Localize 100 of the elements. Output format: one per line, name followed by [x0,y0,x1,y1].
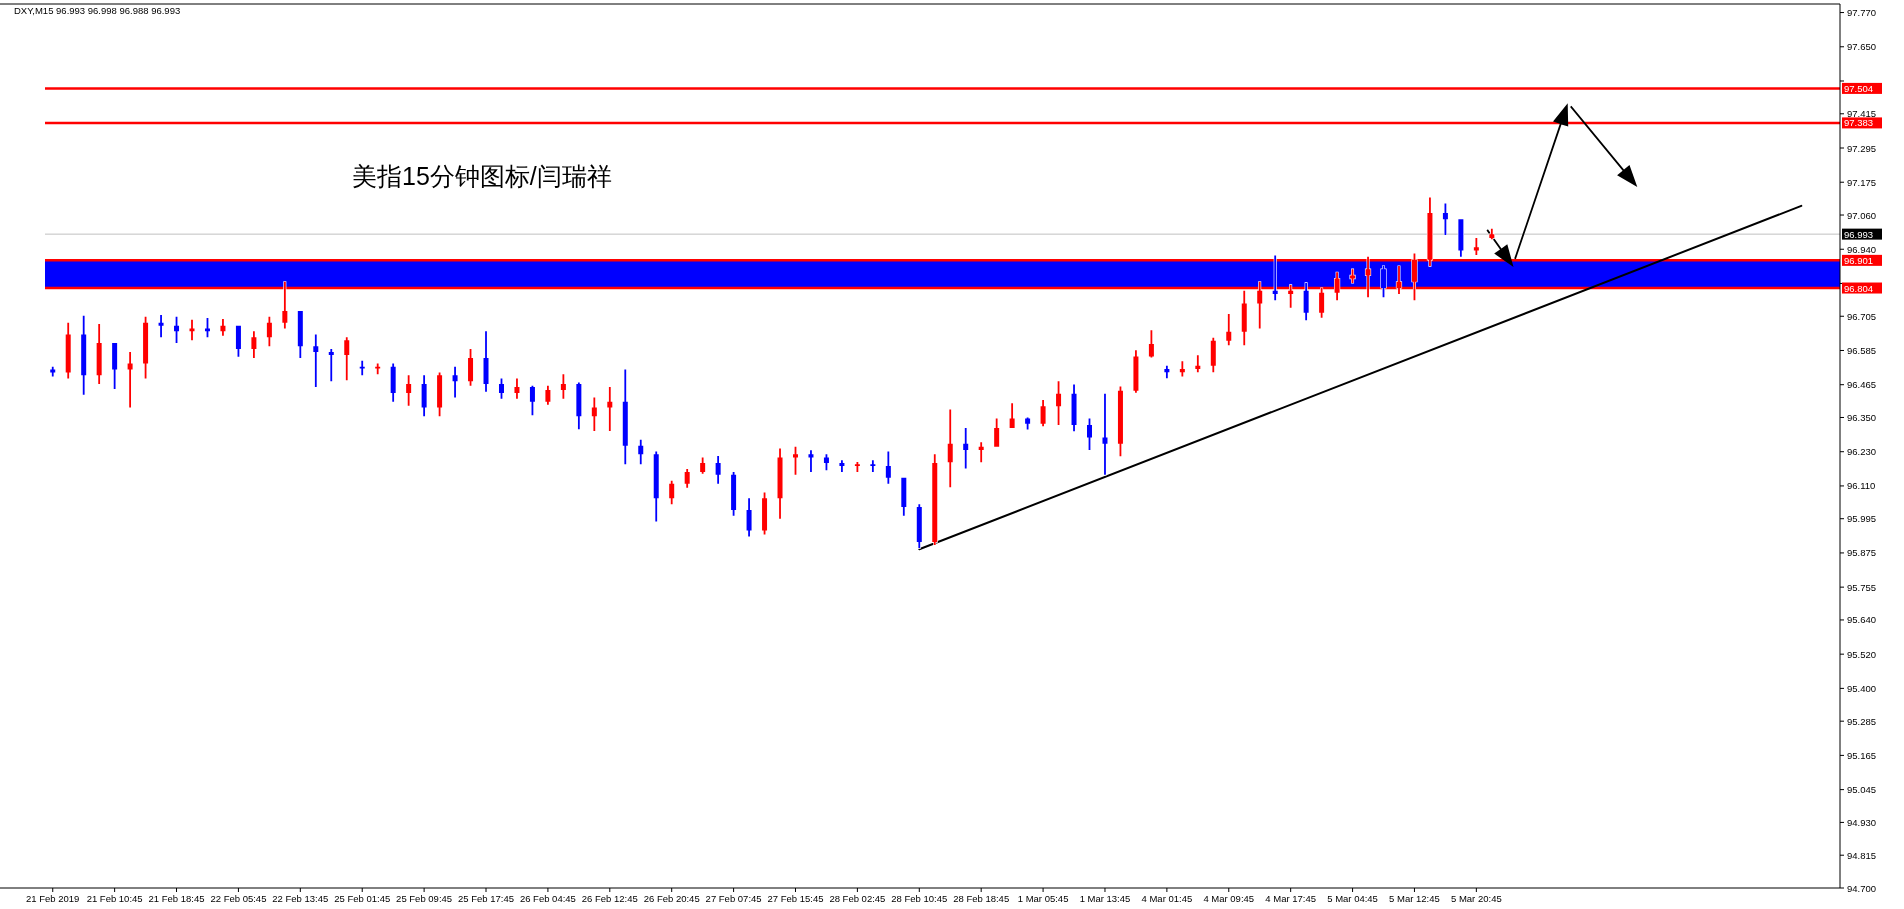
y-tick-label: 97.175 [1847,176,1877,188]
candlestick [328,348,335,382]
candlestick [266,316,273,347]
candlestick [776,447,784,520]
x-tick-label: 28 Feb 18:45 [953,893,1010,904]
x-tick-label: 4 Mar 01:45 [1141,893,1193,904]
x-tick-label: 21 Feb 10:45 [86,893,143,904]
candlestick [127,351,134,409]
candlestick [637,439,644,465]
x-tick-label: 26 Feb 12:45 [581,893,638,904]
candlestick [1117,385,1124,457]
candlestick [482,330,490,393]
x-tick-label: 26 Feb 20:45 [643,893,700,904]
candlestick [931,453,938,546]
x-tick-label: 26 Feb 04:45 [519,893,576,904]
candlestick [157,314,165,338]
annotation: 美指15分钟图标/闫瑞祥 [352,162,612,190]
y-tick-label: 95.995 [1847,513,1877,525]
y-tick-label: 94.930 [1847,816,1877,828]
x-tick-label: 22 Feb 13:45 [272,893,329,904]
candlestick [1457,218,1464,258]
candlestick [1349,268,1356,284]
candlestick [204,317,211,338]
candlestick [1473,237,1480,256]
candlestick [653,450,660,523]
candlestick [65,322,72,380]
candlestick [1194,354,1201,373]
candlestick [761,491,768,535]
y-tick-label: 97.770 [1847,7,1877,19]
candlestick [390,362,397,403]
candlestick [513,377,521,400]
candlestick [1210,337,1217,373]
x-tick-label: 28 Feb 10:45 [891,893,948,904]
candlestick [1148,329,1155,359]
candlestick [885,450,892,485]
candlestick [1101,393,1109,476]
x-tick-label: 5 Mar 20:45 [1451,893,1502,904]
y-tick-label: 96.230 [1847,446,1877,458]
candlestick [1488,228,1495,240]
candlestick [869,459,876,473]
candlestick [947,408,954,488]
candlestick [1225,313,1232,346]
x-tick-label: 21 Feb 2019 [26,893,80,904]
candlestick [467,348,474,387]
x-tick-label: 1 Mar 13:45 [1079,893,1131,904]
candlestick [916,503,923,549]
y-tick-label: 96.940 [1847,243,1877,255]
candlestick [219,318,227,337]
candlestick [436,371,443,417]
candlestick [668,480,675,505]
y-tick-label: 97.295 [1847,142,1877,154]
candlestick [1039,399,1047,427]
candlestick [606,386,613,432]
candlestick [111,342,118,390]
y-tick-label: 95.520 [1847,648,1877,660]
candlestick [359,360,366,376]
y-tick-label: 94.815 [1847,849,1877,861]
x-tick-label: 4 Mar 17:45 [1265,893,1317,904]
candlestick [684,468,691,489]
y-tick-label: 95.755 [1847,581,1877,593]
candlestick [297,310,304,359]
x-tick-label: 25 Feb 01:45 [334,893,391,904]
candlestick [173,316,180,344]
candlestick [715,455,722,485]
candlestick [498,377,505,400]
ref-line-label: 96.901 [1844,254,1874,266]
y-tick-label: 95.045 [1847,784,1877,796]
candlestick [451,366,459,399]
candlestick [188,319,196,341]
x-tick-label: 28 Feb 02:45 [829,893,886,904]
y-tick-label: 95.165 [1847,749,1877,761]
y-tick-label: 96.465 [1847,379,1877,391]
y-tick-label: 95.875 [1847,547,1877,559]
candlestick [405,374,412,407]
candlestick [1070,383,1078,432]
candlestick [900,477,907,517]
ref-line-label: 96.993 [1844,228,1874,240]
candlestick [235,325,242,358]
x-tick-label: 5 Mar 12:45 [1389,893,1440,904]
x-tick-label: 27 Feb 07:45 [705,893,762,904]
candlestick [699,456,706,475]
candlestick [142,316,149,380]
candlestick [544,385,552,406]
chart-title: DXY,M15 96.993 96.998 96.988 96.993 [14,5,181,16]
y-tick-label: 95.400 [1847,682,1877,694]
candlestick [1442,203,1449,236]
candlestick [993,418,1000,448]
candlestick [529,385,536,416]
y-tick-label: 96.585 [1847,344,1877,356]
y-tick-label: 96.110 [1847,480,1876,492]
candlestick [591,396,598,432]
candlestick [823,453,830,471]
ref-line-label: 97.504 [1844,82,1874,94]
candlestick [854,461,861,473]
candlestick [49,366,56,378]
candlestick [1009,402,1016,429]
candlestick [745,497,753,537]
candlestick [1024,416,1031,431]
x-tick-label: 5 Mar 04:45 [1327,893,1378,904]
ref-line-label: 97.383 [1844,117,1874,129]
